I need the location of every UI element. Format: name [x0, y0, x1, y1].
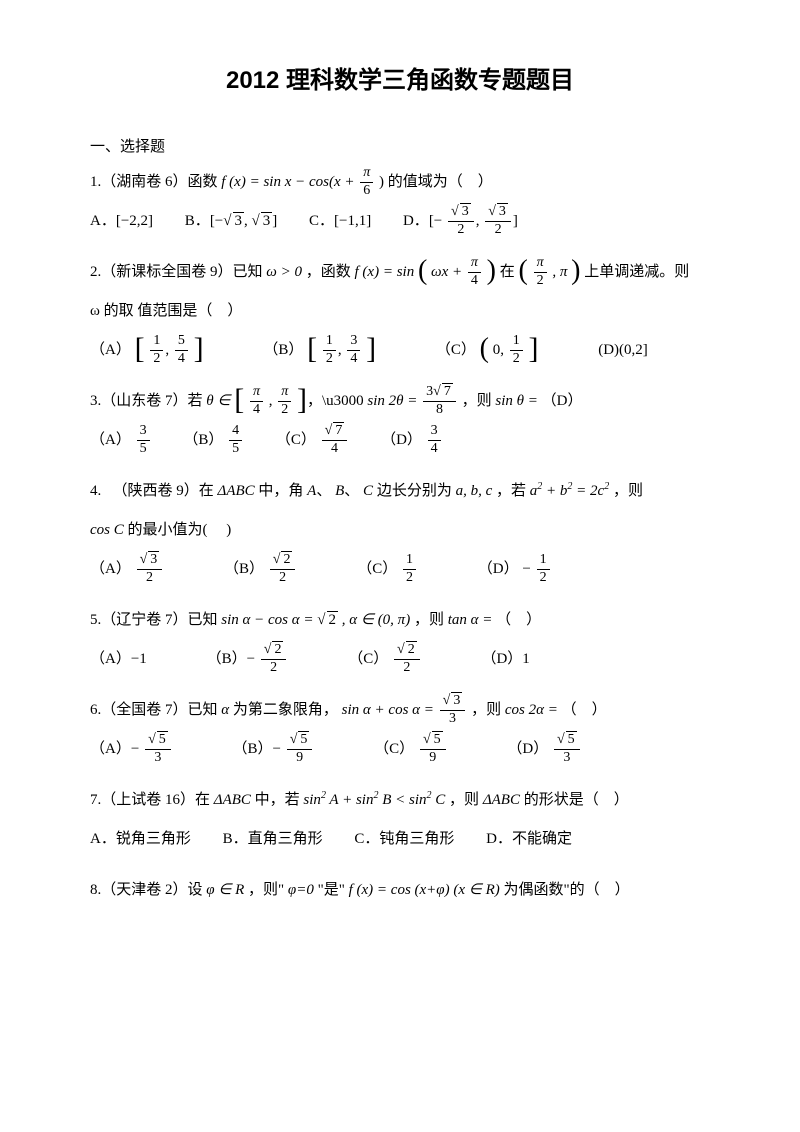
p4-opt-b: （B） 22	[224, 553, 297, 586]
problem-2: 2.（新课标全国卷 9）已知 ω > 0 ，函数 f (x) = sin ( ω…	[90, 256, 710, 367]
p6-opt-b: （B）− 59	[233, 733, 315, 766]
p1-opt-a: A．[−2,2]	[90, 205, 153, 238]
p2-stem-a: 2.（新课标全国卷 9）已知	[90, 264, 263, 280]
p6-opt-d: （D） 53	[507, 733, 581, 766]
problem-8: 8.（天津卷 2）设 φ ∈ R ，则" φ=0 "是" f (x) = cos…	[90, 874, 710, 907]
p1-stem-a: 1.（湖南卷 6）函数	[90, 174, 221, 190]
p3-opt-c: （C） 74	[276, 424, 349, 457]
problem-4: 4. （陕西卷 9）在 ΔABC 中，角 A、 B、 C 边长分别为 a, b,…	[90, 475, 710, 586]
p1-opt-c: C．[−1,1]	[309, 205, 371, 238]
problem-7: 7.（上试卷 16）在 ΔABC 中，若 sin2 A + sin2 B < s…	[90, 784, 710, 856]
p1-opt-b: B．[−3, 3]	[185, 205, 277, 238]
p4-opt-d: （D） − 12	[478, 553, 552, 586]
page-content: 2012 理科数学三角函数专题题目 一、选择题 1.（湖南卷 6）函数 f (x…	[0, 0, 800, 965]
p5-opt-c: （C） 22	[348, 643, 421, 676]
section-header: 一、选择题	[90, 135, 710, 156]
p3-opt-b: （B） 45	[183, 424, 244, 457]
p5-opt-a: （A）−1	[90, 643, 147, 676]
problem-1: 1.（湖南卷 6）函数 f (x) = sin x − cos(x + π 6 …	[90, 166, 710, 238]
p1-fx-close: )	[379, 174, 384, 190]
p7-opt-a: A．锐角三角形	[90, 823, 191, 856]
p1-opt-d: D．[− 32, 32]	[403, 205, 518, 238]
p5-opt-d: （D）1	[481, 643, 529, 676]
problem-5: 5.（辽宁卷 7）已知 sin α − cos α = 2 , α ∈ (0, …	[90, 604, 710, 676]
problem-3: 3.（山东卷 7）若 θ ∈ [ π4 , π2 ]，\u3000 sin 2θ…	[90, 385, 710, 457]
p6-opt-c: （C） 59	[374, 733, 447, 766]
p3-opt-a: （A） 35	[90, 424, 152, 457]
p7-opt-b: B．直角三角形	[223, 823, 323, 856]
p2-opt-a: （A） [ 12, 54 ]	[90, 334, 204, 367]
p3-opt-d: （D） 34	[381, 424, 443, 457]
p2-opt-d: (D)(0,2]	[598, 334, 648, 367]
p2-opt-c: （C） ( 0, 12 ]	[436, 334, 539, 367]
p1-fx: f (x) = sin x − cos(x +	[221, 174, 358, 190]
p7-opt-c: C．钝角三角形	[354, 823, 454, 856]
p2-opt-b: （B） [ 12, 34 ]	[263, 334, 376, 367]
p1-pi6: π 6	[358, 166, 375, 198]
p7-opt-d: D．不能确定	[486, 823, 572, 856]
p6-opt-a: （A）− 53	[90, 733, 173, 766]
p4-opt-c: （C） 12	[357, 553, 418, 586]
p4-opt-a: （A） 32	[90, 553, 164, 586]
p2-stem-e: ω 的取 值范围是（ ）	[90, 303, 242, 319]
p1-stem-b: 的值域为（ ）	[388, 174, 493, 190]
page-title: 2012 理科数学三角函数专题题目	[90, 60, 710, 95]
p5-opt-b: （B）− 22	[207, 643, 289, 676]
problem-6: 6.（全国卷 7）已知 α 为第二象限角， sin α + cos α = 33…	[90, 694, 710, 766]
